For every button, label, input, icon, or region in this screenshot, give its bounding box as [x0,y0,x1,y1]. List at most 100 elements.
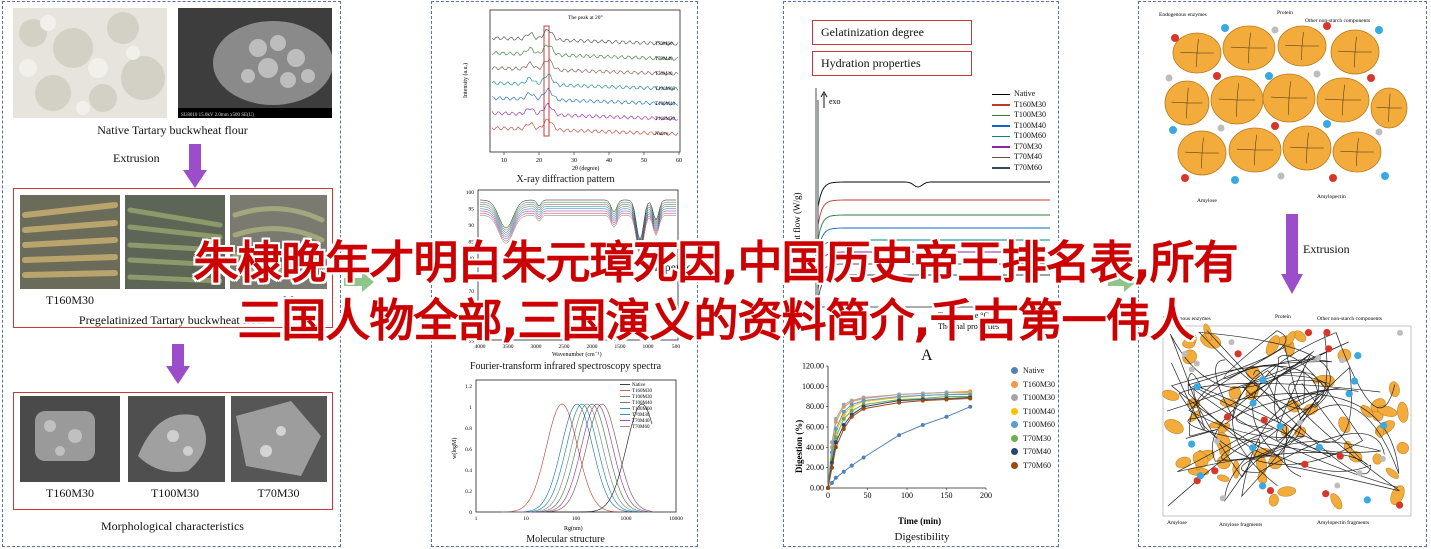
exo-arrow-icon [820,91,828,108]
xrd-tick-label: 30 [571,158,577,164]
dig-y-tick-label: 60.00 [806,423,824,432]
digestibility-chart: 0.00 20.00 40.00 60.00 80.00 100.00 120.00 0 50 1… [794,362,992,527]
starch-fragment [1268,493,1279,507]
ftir-trace [479,208,676,250]
enzyme-dot [1323,22,1331,30]
dig-point [897,400,902,405]
dig-point [897,433,902,438]
dig-point [920,393,925,398]
xrd-ylabel: Intensity (a.u.) [462,63,469,98]
ftir-trace [479,215,676,257]
amylopectin-branch [1306,132,1309,149]
enzyme-dot [1266,487,1275,495]
legend-label: Native [1014,89,1036,98]
mw-legend: NativeT160M30T100M30T100M40T100M60T70M30… [620,383,653,430]
amylopectin-branch [1354,36,1357,53]
starch-fragment [1175,456,1192,469]
extruded-fragments [1162,323,1409,510]
starch-fragment [1397,401,1409,423]
ftir-caption: Fourier-transform infrared spectroscopy … [469,361,662,372]
dig-y-tick-label: 120.00 [802,362,824,371]
amylopectin-branch [1290,146,1308,149]
other-component-dot [1296,419,1303,426]
dig-point [841,427,846,431]
ftir-tick-label: 2000 [587,344,598,350]
protein-dot [1259,482,1267,490]
dig-y-tick-label: 20.00 [806,463,824,472]
label-endogenous: Endogenous enzymes [1159,12,1207,18]
stick-label-t100-partial: My [283,293,300,307]
mw-tick-label: 0.6 [465,447,472,453]
mw-legend-label: T160M30 [632,389,653,394]
ftir-tick-label: 90 [469,223,475,229]
amylopectin-branch [1388,94,1391,109]
digestibility-caption: Digestibility [894,531,950,543]
other-component-dot [1315,354,1322,361]
ftir-tick-label: 85 [469,240,475,246]
dig-point [849,398,854,403]
mw-ylabel: w(logM) [451,438,458,459]
other-component-dot [1375,128,1383,136]
ftir-tick-label: 2500 [559,344,570,350]
amylopectin-branch [1248,32,1251,49]
amylopectin-branch [1236,83,1239,101]
xrd-chart: The peak at 20° T70M60 T70M40 T70M30 T100M6… [462,9,682,172]
amylopectin-branch [1236,99,1238,117]
label-protein: Protein [1277,10,1293,16]
protein-dot [1259,376,1267,384]
ftir-tick-label: 60 [469,322,475,328]
starch-fragment [1285,331,1296,346]
amylose-chain [1178,354,1381,465]
sem-images-box [13,392,333,510]
xrd-trace-label: Native [655,132,669,137]
starch-fragment [1376,426,1384,438]
panel-processing: SU8010 15.0kV 2.0mm x500 SE(U) Native Ta… [2,1,341,547]
amylopectin-branch [1288,81,1291,99]
starch-fragment [1389,381,1400,397]
ftir-tick-label: 65 [469,306,475,312]
mw-tick-label: 1 [469,405,472,411]
sem-label-t160: T160M30 [46,486,94,500]
mw-legend-label: T100M30 [632,395,653,400]
ftir-tick-label: 55 [469,339,475,345]
mw-chart: 0 0.2 0.4 0.6 0.8 1 1.2 1 10 100 1000 10000 w(logM… [451,379,683,532]
legend-label: T160M30 [1023,379,1055,389]
legend-label: T100M30 [1014,110,1046,119]
xrd-trace [491,59,679,76]
label-protein: Protein [1275,314,1291,320]
amylopectin-branch [1236,148,1256,151]
ftir-xticks: 4000 3500 3000 2500 2000 1500 1000 500 [475,344,681,350]
xrd-trace-label: T160M30 [655,117,676,122]
dig-x-tick-label: 100 [901,491,913,500]
dig-point [833,440,838,445]
dig-xlabel: Time (min) [898,516,941,526]
ftir-tick-label: 75 [469,273,475,279]
mw-tick-label: 1 [475,516,478,522]
panel-structure: The peak at 20° T70M60 T70M40 T70M30 T100M6… [431,1,698,547]
protein-dot [1315,443,1323,451]
xrd-trace [491,118,679,136]
dsc-exo: exo [829,97,841,106]
other-component-dot [1228,339,1235,346]
other-component-dot [1193,360,1200,367]
xrd-peak-box [543,25,550,137]
mw-yticks: 0 0.2 0.4 0.6 0.8 1 1.2 [465,384,472,516]
starch-fragment [1162,389,1180,401]
dig-x-tick-label: 0 [826,491,830,500]
gelatinization-box: Gelatinization degree [812,20,972,45]
enzyme-dot [1367,74,1375,82]
amylose-chain [1188,364,1385,473]
amylose-chain [1221,387,1400,474]
ftir-tick-label: 3500 [503,344,514,350]
stick-photo-t70 [230,195,327,289]
other-component-dot [1219,495,1226,502]
other-component-dot [1214,438,1221,445]
protein-dot [1193,383,1201,391]
ftir-trace [479,210,676,252]
native-flour-photo [13,8,167,118]
legend-label: T70M60 [1014,162,1042,172]
dig-x-tick-label: 150 [941,491,953,500]
dsc-trace [817,100,1050,301]
down-arrow-icon [166,344,190,384]
stick-label-t160: T160M30 [46,293,94,307]
